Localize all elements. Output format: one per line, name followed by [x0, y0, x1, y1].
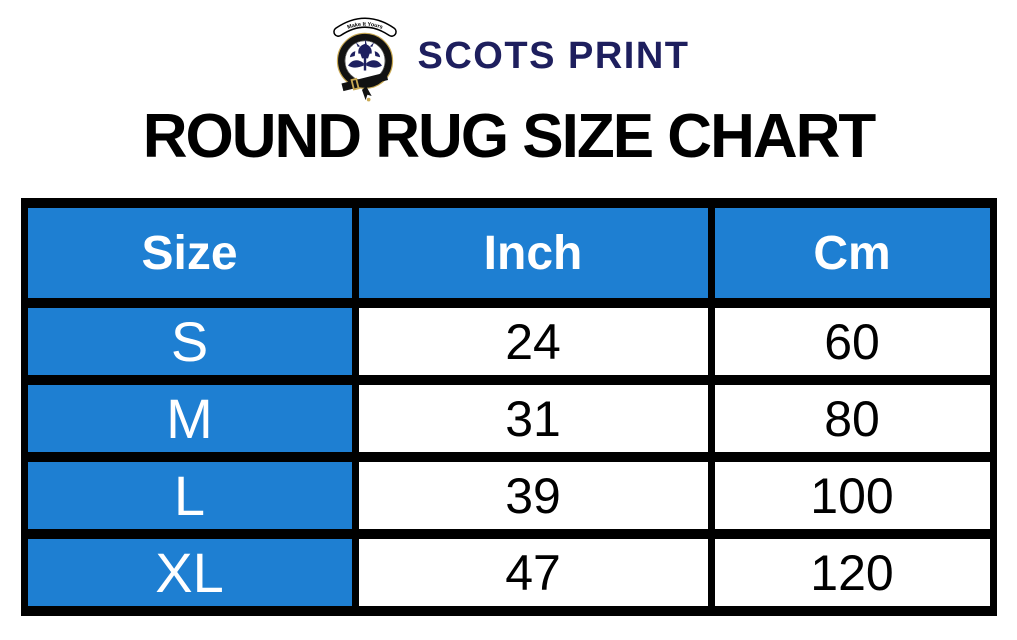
cm-value: 100 [707, 452, 997, 539]
size-label: XL [20, 529, 359, 616]
table-row: S 24 60 [20, 298, 997, 385]
size-label: M [20, 375, 359, 462]
crest-tagline: Make It Yours [346, 22, 383, 31]
column-header-cm: Cm [707, 198, 997, 308]
brand-name: SCOTS PRINT [417, 34, 690, 77]
cm-value: 120 [707, 529, 997, 616]
header-row: Size Inch Cm [20, 198, 997, 308]
brand-header: Make It Yours [0, 0, 1017, 102]
size-chart-table: Size Inch Cm S 24 60 M 31 80 L 39 100 [20, 198, 997, 616]
inch-value: 24 [351, 298, 715, 385]
size-label: L [20, 452, 359, 539]
thistle-icon [347, 38, 382, 71]
strap-tail [361, 86, 372, 102]
size-label: S [20, 298, 359, 385]
clan-crest-icon: Make It Yours [332, 17, 397, 102]
svg-text:Make It Yours: Make It Yours [346, 22, 383, 31]
cm-value: 60 [707, 298, 997, 385]
inch-value: 31 [351, 375, 715, 462]
belt-strap [341, 72, 388, 92]
inch-value: 47 [351, 529, 715, 616]
cm-value: 80 [707, 375, 997, 462]
table-row: L 39 100 [20, 452, 997, 539]
inch-value: 39 [351, 452, 715, 539]
table-row: XL 47 120 [20, 529, 997, 616]
page-title: ROUND RUG SIZE CHART [142, 102, 877, 171]
table-row: M 31 80 [20, 375, 997, 462]
column-header-inch: Inch [351, 198, 715, 308]
column-header-size: Size [20, 198, 359, 308]
